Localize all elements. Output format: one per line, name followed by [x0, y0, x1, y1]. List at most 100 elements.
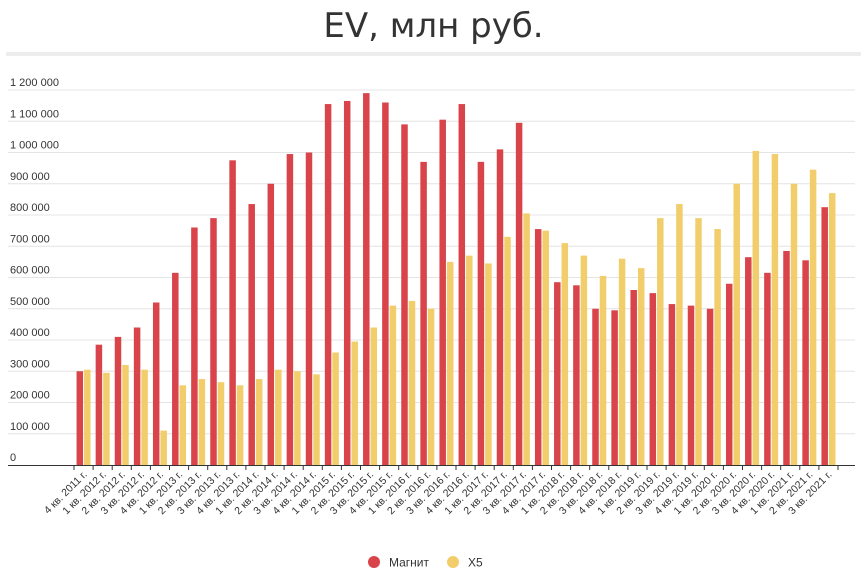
bar-magnit [611, 310, 618, 465]
bar-magnit [630, 290, 637, 465]
y-tick-label: 300 000 [10, 358, 50, 370]
bar-magnit [745, 257, 752, 465]
bar-magnit [210, 218, 217, 465]
bar-magnit [439, 119, 446, 465]
bar-x5 [141, 369, 148, 465]
y-tick-label: 1 100 000 [10, 108, 59, 120]
bar-x5 [599, 275, 607, 465]
bar-x5 [122, 365, 129, 465]
bar-magnit [286, 154, 294, 465]
bar-x5 [84, 369, 91, 465]
legend-marker-x5 [447, 556, 459, 568]
bar-x5 [427, 308, 435, 465]
bar-x5 [236, 385, 244, 465]
bar-magnit [496, 149, 504, 465]
bar-x5 [217, 382, 225, 465]
bar-x5 [676, 204, 683, 465]
bar-magnit [401, 124, 408, 465]
bar-magnit [534, 229, 542, 465]
bar-x5 [637, 268, 645, 465]
bar-x5 [294, 371, 301, 465]
bar-magnit [191, 227, 198, 465]
bar-x5 [160, 430, 167, 465]
y-tick-label: 400 000 [10, 327, 50, 339]
bar-x5 [561, 243, 569, 465]
bar-magnit [706, 308, 714, 465]
bar-magnit [764, 272, 771, 465]
bar-x5 [714, 229, 721, 465]
bar-magnit [725, 283, 733, 465]
bar-magnit [114, 336, 122, 465]
bar-x5 [523, 213, 530, 465]
bar-magnit [592, 308, 599, 465]
bar-magnit [363, 93, 370, 465]
bar-x5 [313, 374, 320, 465]
bar-magnit [573, 285, 580, 465]
bar-magnit [802, 260, 809, 465]
bar-x5 [389, 305, 397, 465]
y-tick-label: 1 000 000 [10, 140, 59, 152]
bar-magnit [248, 204, 255, 465]
bar-x5 [370, 327, 378, 465]
bar-x5 [809, 169, 817, 465]
title-divider [6, 52, 861, 56]
bar-magnit [477, 161, 485, 465]
bar-x5 [504, 236, 511, 465]
bar-magnit [305, 152, 313, 465]
bar-x5 [542, 230, 549, 465]
y-tick-label: 700 000 [10, 233, 50, 245]
bar-x5 [179, 385, 187, 465]
y-tick-label: 200 000 [10, 390, 50, 402]
legend-marker-magnit [368, 556, 380, 568]
y-tick-label: 600 000 [10, 265, 50, 277]
bar-magnit [76, 371, 84, 465]
y-tick-label: 1 200 000 [10, 77, 59, 89]
bar-magnit [95, 344, 103, 465]
bar-x5 [657, 218, 664, 465]
y-tick-label: 900 000 [10, 171, 50, 183]
bar-x5 [828, 193, 836, 465]
y-tick-label: 800 000 [10, 202, 50, 214]
bar-x5 [103, 372, 110, 465]
bar-magnit [649, 293, 657, 465]
bar-magnit [133, 327, 141, 465]
bar-magnit [554, 282, 561, 465]
bar-x5 [351, 341, 358, 465]
bar-magnit [343, 100, 351, 465]
bar-x5 [771, 154, 779, 465]
bar-x5 [446, 261, 454, 465]
bar-magnit [382, 102, 389, 465]
bar-x5 [485, 263, 492, 465]
bar-x5 [695, 218, 702, 465]
bar-magnit [821, 207, 828, 465]
bar-x5 [733, 183, 740, 465]
bar-x5 [408, 300, 416, 465]
bar-magnit [229, 160, 236, 465]
bar-magnit [515, 122, 523, 465]
bar-x5 [790, 183, 798, 465]
legend-label-magnit: Магнит [389, 556, 430, 570]
bar-magnit [324, 104, 332, 465]
bar-magnit [152, 302, 160, 465]
bar-x5 [275, 369, 282, 465]
legend-label-x5: X5 [468, 556, 483, 570]
bar-magnit [458, 104, 466, 465]
bar-magnit [420, 161, 427, 465]
bar-magnit [267, 183, 275, 465]
bar-x5 [198, 379, 206, 465]
bar-x5 [752, 150, 760, 465]
bar-x5 [332, 352, 339, 465]
bar-x5 [618, 258, 626, 465]
y-tick-label: 100 000 [10, 421, 50, 433]
bar-magnit [668, 304, 676, 465]
bar-magnit [172, 272, 179, 465]
y-tick-label: 500 000 [10, 296, 50, 308]
bar-magnit [783, 250, 790, 465]
bar-x5 [466, 255, 473, 465]
bar-x5 [580, 255, 588, 465]
bar-x5 [255, 379, 263, 465]
chart-title: EV, млн руб. [323, 6, 544, 46]
bar-magnit [687, 305, 695, 465]
